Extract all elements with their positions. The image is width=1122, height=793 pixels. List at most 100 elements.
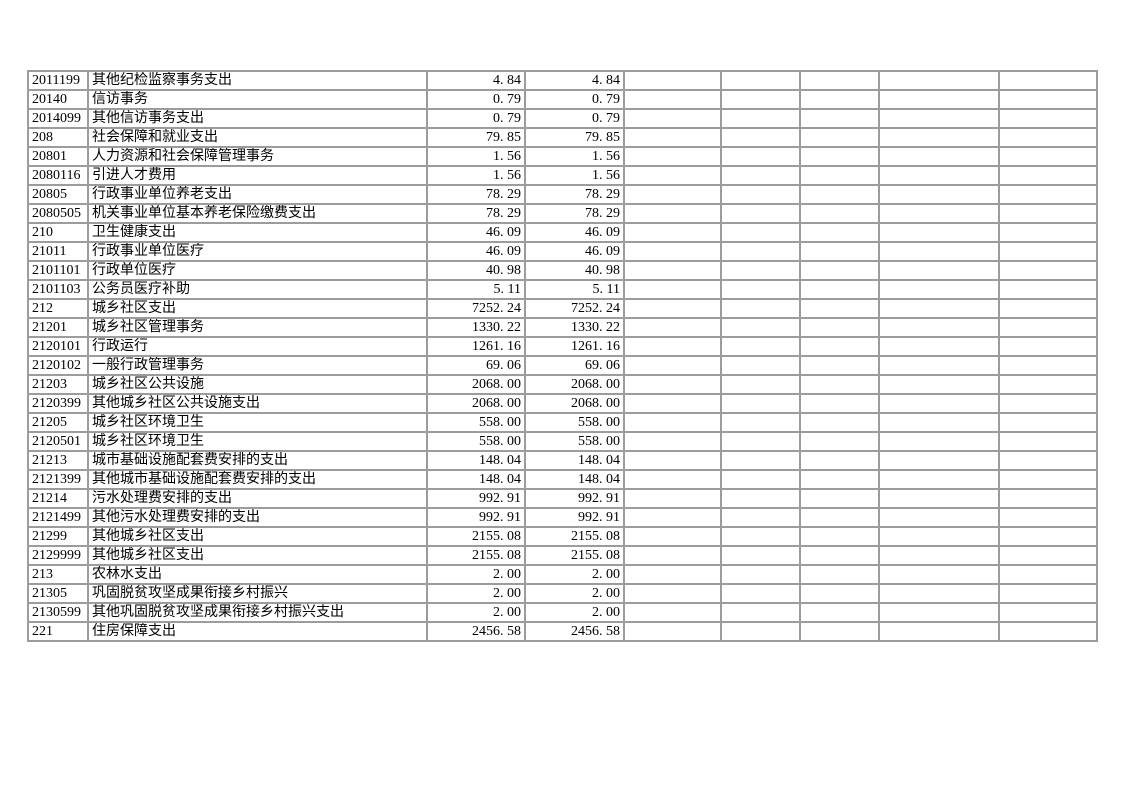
- empty-cell: [799, 317, 880, 338]
- amount1-cell: 40. 98: [426, 260, 526, 281]
- amount2-cell: 1261. 16: [524, 336, 625, 357]
- name-cell: 污水处理费安排的支出: [87, 488, 428, 509]
- name-cell: 城乡社区管理事务: [87, 317, 428, 338]
- empty-cell: [720, 393, 801, 414]
- empty-cell: [799, 108, 880, 129]
- table-row: 21201 城乡社区管理事务 1330. 22 1330. 22: [27, 317, 1098, 338]
- empty-cell: [720, 165, 801, 186]
- empty-cell: [623, 412, 722, 433]
- amount2-cell: 2068. 00: [524, 374, 625, 395]
- empty-cell: [878, 241, 1000, 262]
- empty-cell: [720, 602, 801, 623]
- name-cell: 城乡社区支出: [87, 298, 428, 319]
- amount1-cell: 2068. 00: [426, 393, 526, 414]
- amount1-cell: 5. 11: [426, 279, 526, 300]
- name-cell: 机关事业单位基本养老保险缴费支出: [87, 203, 428, 224]
- empty-cell: [878, 222, 1000, 243]
- name-cell: 其他城市基础设施配套费安排的支出: [87, 469, 428, 490]
- name-cell: 其他巩固脱贫攻坚成果衔接乡村振兴支出: [87, 602, 428, 623]
- name-cell: 其他污水处理费安排的支出: [87, 507, 428, 528]
- code-cell: 21213: [27, 450, 89, 471]
- table-row: 2120102 一般行政管理事务 69. 06 69. 06: [27, 355, 1098, 376]
- name-cell: 社会保障和就业支出: [87, 127, 428, 148]
- code-cell: 2080505: [27, 203, 89, 224]
- empty-cell: [799, 602, 880, 623]
- empty-cell: [998, 412, 1098, 433]
- empty-cell: [720, 507, 801, 528]
- empty-cell: [720, 89, 801, 110]
- table-row: 2080116 引进人才费用 1. 56 1. 56: [27, 165, 1098, 186]
- table-body: 2011199 其他纪检监察事务支出 4. 84 4. 84 20140 信访事务 0. 7…: [27, 70, 1098, 642]
- amount1-cell: 2. 00: [426, 564, 526, 585]
- amount2-cell: 78. 29: [524, 184, 625, 205]
- empty-cell: [799, 70, 880, 91]
- empty-cell: [878, 374, 1000, 395]
- empty-cell: [720, 621, 801, 642]
- empty-cell: [878, 602, 1000, 623]
- code-cell: 221: [27, 621, 89, 642]
- empty-cell: [878, 108, 1000, 129]
- empty-cell: [998, 526, 1098, 547]
- empty-cell: [720, 203, 801, 224]
- code-cell: 210: [27, 222, 89, 243]
- empty-cell: [998, 564, 1098, 585]
- code-cell: 2120501: [27, 431, 89, 452]
- empty-cell: [998, 203, 1098, 224]
- empty-cell: [878, 336, 1000, 357]
- empty-cell: [799, 621, 880, 642]
- table-row: 210 卫生健康支出 46. 09 46. 09: [27, 222, 1098, 243]
- empty-cell: [623, 450, 722, 471]
- empty-cell: [878, 298, 1000, 319]
- amount2-cell: 2068. 00: [524, 393, 625, 414]
- code-cell: 20805: [27, 184, 89, 205]
- empty-cell: [720, 222, 801, 243]
- name-cell: 巩固脱贫攻坚成果衔接乡村振兴: [87, 583, 428, 604]
- empty-cell: [998, 431, 1098, 452]
- code-cell: 212: [27, 298, 89, 319]
- empty-cell: [878, 450, 1000, 471]
- empty-cell: [878, 355, 1000, 376]
- empty-cell: [720, 355, 801, 376]
- empty-cell: [623, 507, 722, 528]
- empty-cell: [720, 583, 801, 604]
- empty-cell: [998, 602, 1098, 623]
- code-cell: 2101103: [27, 279, 89, 300]
- empty-cell: [623, 317, 722, 338]
- name-cell: 信访事务: [87, 89, 428, 110]
- name-cell: 其他城乡社区支出: [87, 545, 428, 566]
- empty-cell: [799, 374, 880, 395]
- amount1-cell: 1261. 16: [426, 336, 526, 357]
- table-row: 2130599 其他巩固脱贫攻坚成果衔接乡村振兴支出 2. 00 2. 00: [27, 602, 1098, 623]
- amount1-cell: 0. 79: [426, 108, 526, 129]
- table-row: 21011 行政事业单位医疗 46. 09 46. 09: [27, 241, 1098, 262]
- code-cell: 21214: [27, 488, 89, 509]
- code-cell: 21201: [27, 317, 89, 338]
- empty-cell: [623, 374, 722, 395]
- name-cell: 一般行政管理事务: [87, 355, 428, 376]
- table-row: 2011199 其他纪检监察事务支出 4. 84 4. 84: [27, 70, 1098, 91]
- empty-cell: [623, 222, 722, 243]
- amount2-cell: 2. 00: [524, 564, 625, 585]
- empty-cell: [799, 298, 880, 319]
- table-row: 213 农林水支出 2. 00 2. 00: [27, 564, 1098, 585]
- empty-cell: [799, 583, 880, 604]
- empty-cell: [998, 450, 1098, 471]
- empty-cell: [878, 583, 1000, 604]
- code-cell: 208: [27, 127, 89, 148]
- amount2-cell: 558. 00: [524, 431, 625, 452]
- code-cell: 2121499: [27, 507, 89, 528]
- empty-cell: [998, 70, 1098, 91]
- table-row: 2101103 公务员医疗补助 5. 11 5. 11: [27, 279, 1098, 300]
- amount2-cell: 46. 09: [524, 222, 625, 243]
- empty-cell: [799, 89, 880, 110]
- empty-cell: [623, 89, 722, 110]
- empty-cell: [998, 336, 1098, 357]
- empty-cell: [623, 203, 722, 224]
- amount1-cell: 992. 91: [426, 488, 526, 509]
- amount2-cell: 69. 06: [524, 355, 625, 376]
- table-row: 2080505 机关事业单位基本养老保险缴费支出 78. 29 78. 29: [27, 203, 1098, 224]
- amount1-cell: 558. 00: [426, 431, 526, 452]
- amount2-cell: 78. 29: [524, 203, 625, 224]
- table-row: 212 城乡社区支出 7252. 24 7252. 24: [27, 298, 1098, 319]
